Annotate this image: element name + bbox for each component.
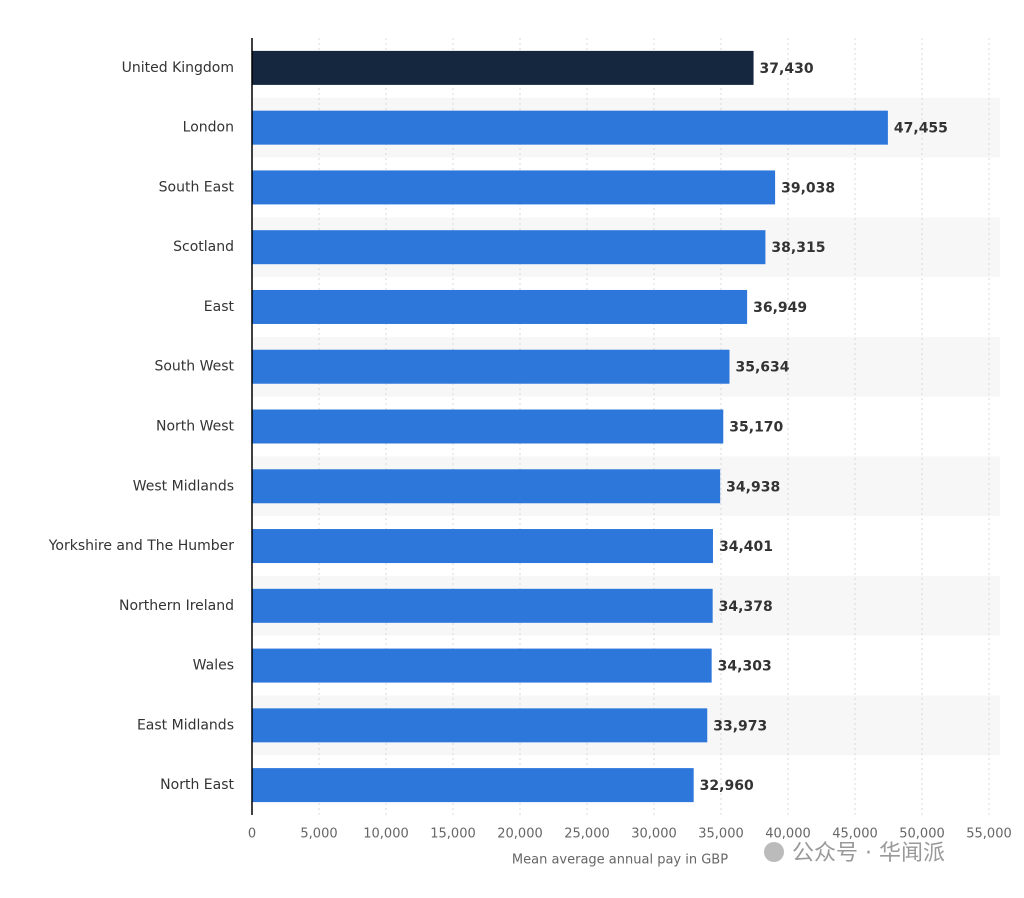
x-tick-label: 5,000 bbox=[300, 827, 337, 842]
value-label: 34,938 bbox=[726, 479, 780, 495]
y-tick-label: Northern Ireland bbox=[119, 598, 234, 614]
value-label: 33,973 bbox=[713, 718, 767, 734]
y-tick-label: United Kingdom bbox=[122, 60, 234, 76]
value-label: 34,401 bbox=[719, 539, 773, 555]
value-label: 47,455 bbox=[894, 121, 948, 137]
bar bbox=[252, 289, 748, 324]
value-label: 35,170 bbox=[729, 420, 783, 436]
value-label: 36,949 bbox=[753, 300, 807, 316]
bar bbox=[252, 529, 713, 564]
y-tick-label: London bbox=[183, 120, 234, 136]
x-tick-label: 20,000 bbox=[497, 827, 543, 842]
x-axis-label: Mean average annual pay in GBP bbox=[512, 853, 728, 868]
watermark-icon bbox=[764, 842, 784, 862]
bar bbox=[252, 588, 713, 623]
bar bbox=[252, 110, 888, 145]
bar bbox=[252, 469, 721, 504]
bar bbox=[252, 768, 694, 803]
bar bbox=[252, 230, 766, 265]
y-tick-label: North West bbox=[156, 419, 235, 435]
y-tick-label: West Midlands bbox=[133, 478, 234, 494]
x-tick-label: 0 bbox=[248, 827, 256, 842]
y-tick-label: East bbox=[204, 299, 235, 315]
x-tick-label: 30,000 bbox=[631, 827, 677, 842]
value-label: 34,303 bbox=[718, 659, 772, 675]
x-tick-label: 55,000 bbox=[966, 827, 1012, 842]
bar bbox=[252, 409, 724, 444]
x-tick-label: 10,000 bbox=[363, 827, 409, 842]
x-tick-label: 15,000 bbox=[430, 827, 476, 842]
y-tick-label: East Midlands bbox=[137, 717, 234, 733]
value-label: 34,378 bbox=[719, 599, 773, 615]
bars: 37,430 47,455 39,038 38,315 36,949 35,634 35,1… bbox=[252, 50, 948, 803]
y-tick-label: South East bbox=[159, 179, 235, 195]
x-tick-label: 25,000 bbox=[564, 827, 610, 842]
y-tick-label: Scotland bbox=[173, 239, 234, 255]
value-label: 32,960 bbox=[700, 778, 754, 794]
bar bbox=[252, 170, 776, 205]
x-tick-label: 35,000 bbox=[698, 827, 744, 842]
watermark-bg bbox=[750, 836, 1000, 876]
watermark: 公众号 · 华闻派 bbox=[792, 841, 945, 866]
y-tick-label: Yorkshire and The Humber bbox=[48, 538, 235, 554]
value-label: 39,038 bbox=[781, 180, 835, 196]
y-tick-label: Wales bbox=[193, 658, 234, 674]
x-tick-label: 45,000 bbox=[832, 827, 878, 842]
value-label: 37,430 bbox=[760, 61, 814, 77]
x-tick-label: 50,000 bbox=[899, 827, 945, 842]
bar bbox=[252, 708, 708, 743]
bar bbox=[252, 648, 712, 683]
bar bbox=[252, 349, 730, 384]
x-tick-label: 40,000 bbox=[765, 827, 811, 842]
y-tick-label: South West bbox=[154, 359, 234, 375]
bar bbox=[252, 50, 754, 85]
value-label: 35,634 bbox=[735, 360, 789, 376]
y-tick-label: North East bbox=[160, 777, 234, 793]
value-label: 38,315 bbox=[771, 240, 825, 256]
